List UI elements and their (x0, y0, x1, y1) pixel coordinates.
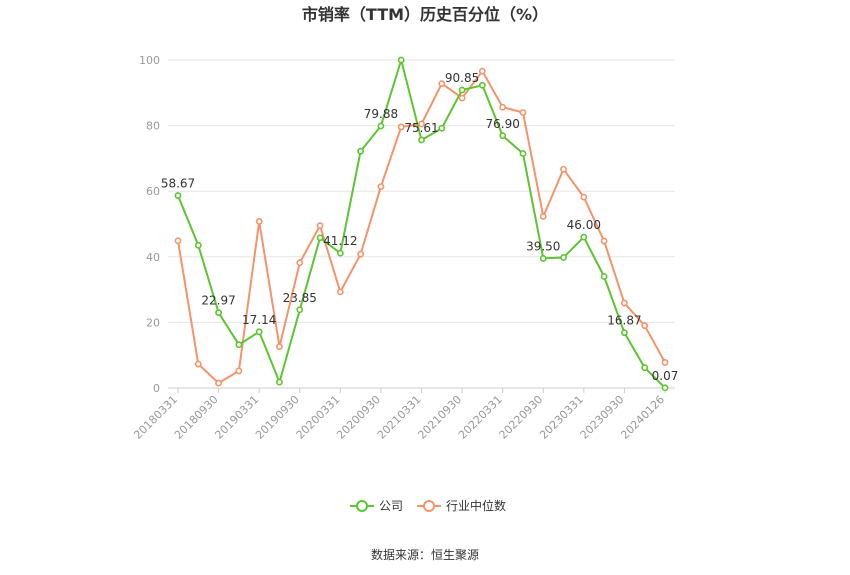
series-1-point (560, 165, 567, 173)
data-label: 0.07 (652, 369, 679, 383)
legend-marker (423, 500, 435, 512)
legend[interactable]: 公司 行业中位数 (350, 498, 506, 513)
series-0-point (255, 328, 263, 336)
legend-label: 行业中位数 (446, 498, 506, 513)
y-tick-label: 0 (153, 382, 160, 395)
series-0-point (499, 132, 507, 140)
series-1-point (235, 367, 243, 375)
data-label: 17.14 (242, 313, 276, 327)
series-1-point (600, 237, 608, 245)
series-0-point (357, 147, 365, 155)
y-tick-label: 60 (146, 185, 160, 198)
data-label: 58.67 (161, 177, 195, 191)
series-1-point (539, 213, 547, 220)
series-1-point (255, 217, 263, 225)
y-tick-label: 40 (146, 251, 160, 264)
series-0-point (560, 254, 567, 261)
data-label: 23.85 (283, 291, 317, 305)
legend-item-1[interactable]: 行业中位数 (417, 498, 506, 513)
data-label: 75.61 (404, 121, 438, 135)
legend-marker (356, 500, 368, 512)
series-1-point (377, 183, 385, 191)
series-0-point (316, 234, 324, 242)
series-1-point (276, 343, 283, 351)
series-1-point (499, 103, 507, 111)
series-0-point (418, 136, 425, 144)
series-0-point (458, 86, 466, 94)
series-1-point (397, 123, 405, 131)
data-label: 41.12 (323, 234, 357, 248)
series-points (174, 56, 669, 392)
series-0-point (174, 192, 182, 199)
series-0-point (377, 122, 385, 130)
legend-label: 公司 (379, 499, 403, 513)
data-label: 46.00 (567, 218, 601, 232)
data-label: 76.90 (485, 117, 519, 131)
series-1-point (336, 288, 344, 296)
series-1-point (418, 120, 425, 128)
series-0-point (478, 81, 486, 89)
series-1-point (580, 193, 588, 201)
series-1-point (661, 359, 669, 366)
y-tick-label: 80 (146, 120, 160, 133)
legend-item-0[interactable]: 公司 (350, 499, 403, 513)
data-label: 90.85 (445, 71, 479, 85)
series-0-point (539, 255, 547, 262)
series-0-point (296, 306, 304, 314)
data-labels: 58.67 22.97 17.14 23.85 41.12 79.88 75.61 90.85… (161, 71, 679, 383)
series-0-point (438, 124, 446, 132)
series-1-point (641, 322, 649, 330)
series-0-point (336, 249, 344, 257)
series-0-point (580, 233, 588, 241)
series-1-point (215, 379, 222, 387)
series-1-point (458, 94, 466, 102)
series-0-point (519, 150, 527, 157)
series-0-point (235, 341, 243, 349)
series-1-point (621, 299, 628, 307)
series-1-point (438, 80, 446, 88)
series-1-point (478, 67, 486, 75)
series-0-point (621, 329, 628, 337)
series-0-point (397, 56, 405, 64)
data-label: 79.88 (364, 107, 398, 121)
series-0-point (215, 309, 222, 317)
source-note: 数据来源：恒生聚源 (371, 547, 479, 562)
series-1-point (357, 250, 365, 258)
y-axis: 0 20 40 60 80 100 (139, 54, 160, 395)
series-1-point (194, 360, 202, 368)
series-0-point (276, 378, 283, 386)
series-0-point (600, 273, 608, 280)
x-axis: 2018033120180930201903312019093020200331… (131, 388, 667, 442)
data-label: 22.97 (201, 294, 235, 308)
y-tick-label: 20 (146, 316, 160, 329)
series-1-point (296, 259, 304, 267)
series-1-point (316, 222, 324, 230)
data-label: 39.50 (526, 239, 560, 253)
series-0-point (641, 364, 649, 372)
series-1-point (519, 109, 527, 116)
series-1-point (174, 237, 182, 245)
series-0-point (194, 241, 202, 249)
series-0-point (661, 384, 669, 392)
data-label: 16.87 (607, 314, 641, 328)
chart-title: 市销率（TTM）历史百分位（%） (302, 5, 548, 24)
x-tick-label: 20240126 (618, 393, 667, 442)
y-tick-label: 100 (139, 54, 160, 67)
